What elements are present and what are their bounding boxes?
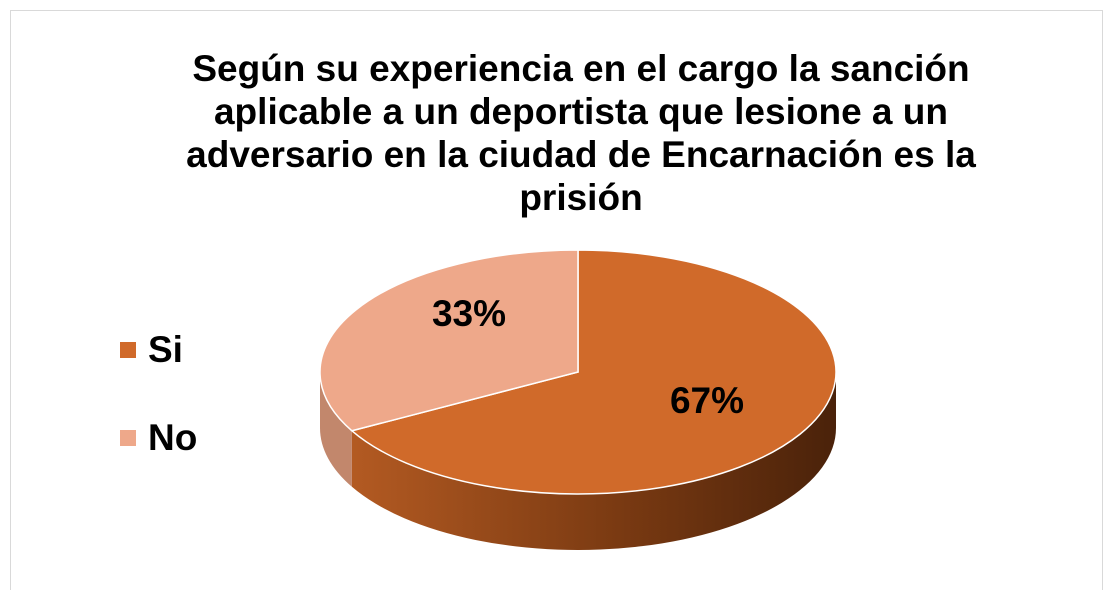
slice-no	[319, 249, 579, 432]
data-label-no: 33%	[432, 293, 506, 334]
legend-label-no: No	[148, 417, 198, 458]
slice-si	[350, 249, 837, 495]
legend-swatch-si	[120, 342, 136, 358]
legend-item-no: No	[120, 418, 197, 458]
legend-item-si: Si	[120, 330, 183, 370]
chart-title: Según su experiencia en el cargo la sanc…	[186, 48, 976, 218]
slice-si-side	[351, 372, 836, 550]
data-label-si: 67%	[670, 380, 744, 421]
legend-swatch-no	[120, 430, 136, 446]
legend-label-si: Si	[148, 329, 183, 370]
slice-no-side	[320, 372, 352, 487]
